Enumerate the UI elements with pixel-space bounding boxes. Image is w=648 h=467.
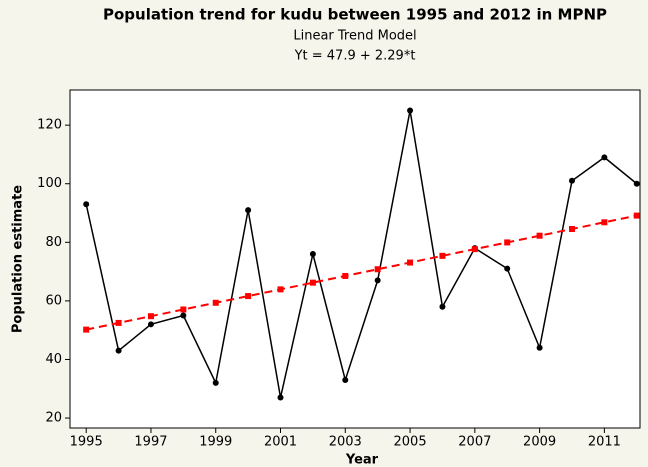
- x-tick-label: 1997: [134, 435, 167, 450]
- point: [407, 107, 414, 114]
- point: [342, 376, 349, 383]
- point: [277, 286, 284, 293]
- y-tick-label: 120: [37, 118, 62, 133]
- point: [342, 272, 349, 279]
- point: [439, 303, 446, 310]
- plot-area: [69, 89, 641, 429]
- point: [374, 277, 381, 284]
- point: [309, 251, 316, 258]
- chart-subtitle: Linear Trend Model: [293, 29, 416, 44]
- point: [180, 312, 187, 319]
- point: [471, 246, 478, 253]
- x-tick-label: 2005: [394, 435, 427, 450]
- chart-title: Population trend for kudu between 1995 a…: [103, 6, 607, 24]
- point: [245, 293, 252, 300]
- point: [212, 379, 219, 386]
- point: [568, 226, 575, 233]
- x-tick-label: 1995: [70, 435, 103, 450]
- point: [504, 239, 511, 246]
- y-tick-label: 40: [45, 352, 62, 367]
- point: [309, 279, 316, 286]
- chart-subtitle: Yt = 47.9 + 2.29*t: [294, 49, 416, 64]
- point: [504, 265, 511, 272]
- series-line: [85, 214, 637, 331]
- point: [115, 319, 122, 326]
- x-tick-label: 2009: [523, 435, 556, 450]
- y-tick-label: 60: [45, 293, 62, 308]
- point: [439, 252, 446, 259]
- point: [83, 326, 90, 333]
- point: [147, 313, 154, 320]
- point: [633, 212, 640, 219]
- y-tick-label: 20: [45, 411, 62, 426]
- point: [277, 394, 284, 401]
- y-tick-label: 80: [45, 235, 62, 250]
- x-tick-label: 2011: [588, 435, 621, 450]
- point: [568, 177, 575, 184]
- point: [147, 321, 154, 328]
- point: [115, 347, 122, 354]
- y-tick-label: 100: [37, 176, 62, 191]
- point: [633, 180, 640, 187]
- x-tick-label: 2003: [329, 435, 362, 450]
- x-tick-label: 2007: [458, 435, 491, 450]
- point: [536, 232, 543, 239]
- point: [212, 299, 219, 306]
- point: [374, 266, 381, 273]
- x-tick-label: 1999: [199, 435, 232, 450]
- point: [180, 306, 187, 313]
- point: [407, 259, 414, 266]
- x-axis-label: Year: [345, 453, 379, 467]
- point: [601, 219, 608, 226]
- point: [245, 207, 252, 214]
- x-tick-label: 2001: [264, 435, 297, 450]
- point: [601, 154, 608, 161]
- y-axis-label: Population estimate: [11, 185, 26, 333]
- series-line: [85, 110, 638, 398]
- point: [536, 344, 543, 351]
- point: [83, 201, 90, 208]
